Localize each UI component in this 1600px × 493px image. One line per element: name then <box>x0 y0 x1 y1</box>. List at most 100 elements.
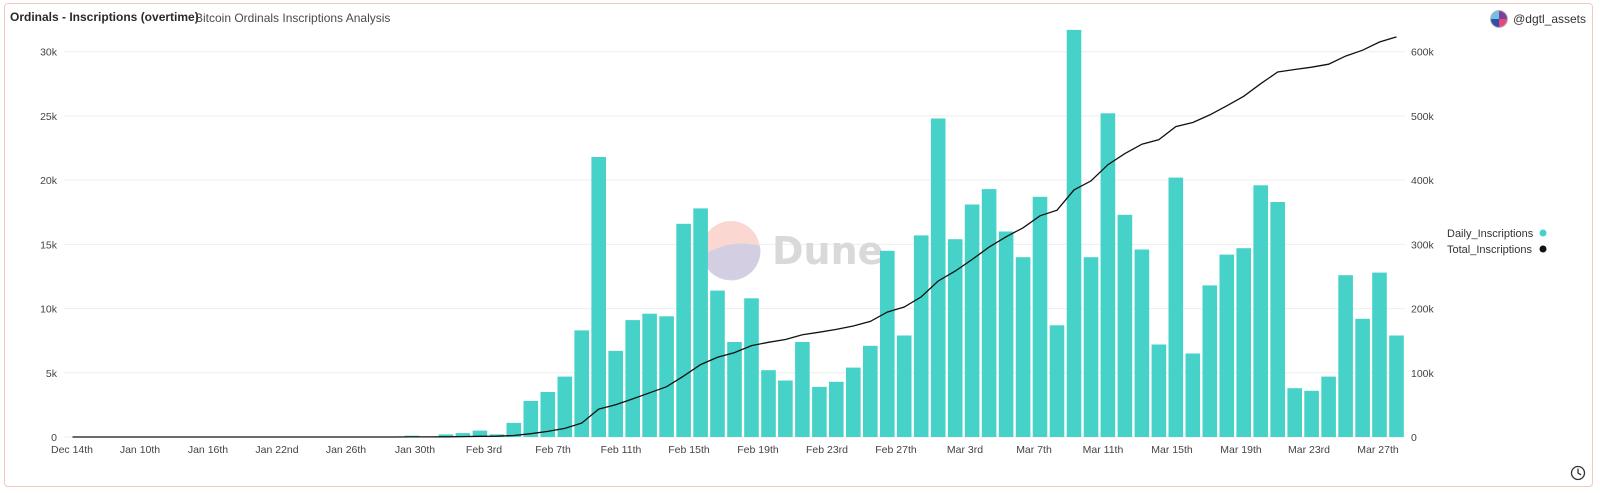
bar[interactable] <box>540 392 556 437</box>
chart-subtitle: Bitcoin Ordinals Inscriptions Analysis <box>195 11 391 25</box>
bar-series <box>404 29 1404 438</box>
chart-title: Ordinals - Inscriptions (overtime) <box>10 10 199 24</box>
bar[interactable] <box>1372 272 1387 437</box>
bar[interactable] <box>896 335 912 438</box>
bar[interactable] <box>574 330 589 437</box>
bar[interactable] <box>964 204 980 438</box>
bar[interactable] <box>998 231 1014 438</box>
bar[interactable] <box>1270 202 1285 437</box>
bar[interactable] <box>693 208 708 437</box>
bar[interactable] <box>829 381 844 437</box>
bar[interactable] <box>947 239 963 437</box>
bar[interactable] <box>727 342 742 437</box>
bar[interactable] <box>1134 249 1150 438</box>
bar[interactable] <box>591 157 606 437</box>
x-tick-label: Feb 27th <box>875 444 917 456</box>
x-tick-label: Feb 23rd <box>806 444 848 456</box>
total-inscriptions-line[interactable] <box>72 36 1397 438</box>
bar[interactable] <box>930 118 946 438</box>
avatar-icon <box>1490 10 1509 28</box>
bar[interactable] <box>1168 177 1184 437</box>
x-tick-label: Jan 30th <box>395 444 435 456</box>
bar[interactable] <box>1032 196 1048 437</box>
y-right-tick-label: 300k <box>1411 239 1435 251</box>
x-tick-label: Dec 14th <box>51 444 93 456</box>
x-tick-label: Feb 3rd <box>466 444 502 456</box>
bar[interactable] <box>642 313 657 437</box>
bar[interactable] <box>880 250 895 437</box>
y-right-tick-label: 600k <box>1411 47 1435 59</box>
legend[interactable]: Daily_Inscriptions Total_Inscriptions <box>1447 228 1547 256</box>
bar[interactable] <box>1117 214 1133 437</box>
y-left-tick-label: 5k <box>46 368 58 380</box>
bar[interactable] <box>1100 113 1116 438</box>
bar[interactable] <box>778 380 793 438</box>
bar[interactable] <box>863 345 878 437</box>
bar[interactable] <box>1049 325 1065 437</box>
bar[interactable] <box>1253 185 1268 437</box>
legend-label-daily: Daily_Inscriptions <box>1447 228 1534 240</box>
x-tick-label: Jan 16th <box>188 444 228 456</box>
bar[interactable] <box>1202 285 1218 437</box>
x-tick-label: Mar 27th <box>1357 444 1399 456</box>
y-right-tick-label: 400k <box>1411 175 1435 187</box>
x-tick-label: Feb 15th <box>668 444 710 456</box>
bar[interactable] <box>744 298 759 437</box>
x-tick-label: Mar 7th <box>1016 444 1052 456</box>
legend-label-total: Total_Inscriptions <box>1447 244 1532 256</box>
x-axis: Dec 14th Jan 10th Jan 16th Jan 22nd Jan 26th… <box>51 444 1399 456</box>
x-tick-label: Jan 22nd <box>255 444 298 456</box>
y-left-tick-label: 30k <box>40 47 58 59</box>
clock-icon[interactable] <box>1570 465 1586 481</box>
bar[interactable] <box>1389 335 1404 438</box>
bar[interactable] <box>1338 275 1353 437</box>
x-tick-label: Jan 10th <box>120 444 160 456</box>
legend-marker-daily <box>1539 229 1547 237</box>
x-tick-label: Mar 19th <box>1220 444 1262 456</box>
bar[interactable] <box>1236 248 1251 437</box>
bar[interactable] <box>1321 376 1336 437</box>
x-tick-label: Mar 11th <box>1083 444 1124 456</box>
x-tick-label: Feb 19th <box>737 444 779 456</box>
bar[interactable] <box>981 189 997 437</box>
author-name: @dgtl_assets <box>1513 12 1586 26</box>
bar[interactable] <box>795 342 810 437</box>
bar[interactable] <box>1015 257 1031 437</box>
bar[interactable] <box>1219 254 1235 437</box>
bar[interactable] <box>608 350 623 437</box>
bar[interactable] <box>455 433 471 437</box>
y-left-tick-label: 20k <box>40 175 58 187</box>
bar[interactable] <box>1185 353 1201 438</box>
bar[interactable] <box>676 223 691 437</box>
x-tick-label: Mar 23rd <box>1288 444 1330 456</box>
bar[interactable] <box>523 401 539 437</box>
y-right-tick-label: 200k <box>1411 304 1435 316</box>
bar[interactable] <box>557 376 573 437</box>
legend-marker-total <box>1539 245 1547 253</box>
bar[interactable] <box>472 430 488 437</box>
bar[interactable] <box>438 434 454 437</box>
bar[interactable] <box>846 367 861 437</box>
bar[interactable] <box>506 422 522 437</box>
bar[interactable] <box>710 290 725 437</box>
bar[interactable] <box>1083 257 1099 437</box>
x-tick-label: Mar 3rd <box>947 444 983 456</box>
bar[interactable] <box>812 386 827 437</box>
x-tick-label: Jan 26th <box>326 444 366 456</box>
bar[interactable] <box>625 320 640 437</box>
y-right-tick-label: 100k <box>1411 368 1435 380</box>
watermark-text: Dune <box>772 229 883 273</box>
line-series <box>72 36 1397 438</box>
y-left-tick-label: 15k <box>40 239 58 251</box>
bar[interactable] <box>1066 29 1082 438</box>
x-tick-label: Mar 15th <box>1151 444 1193 456</box>
bar[interactable] <box>913 235 929 437</box>
bar[interactable] <box>659 316 674 437</box>
bar[interactable] <box>1151 344 1167 438</box>
bar[interactable] <box>1287 388 1302 437</box>
author-link[interactable]: @dgtl_assets <box>1490 10 1586 28</box>
bar[interactable] <box>761 370 776 437</box>
bar[interactable] <box>1355 318 1370 437</box>
bar[interactable] <box>1304 390 1319 437</box>
